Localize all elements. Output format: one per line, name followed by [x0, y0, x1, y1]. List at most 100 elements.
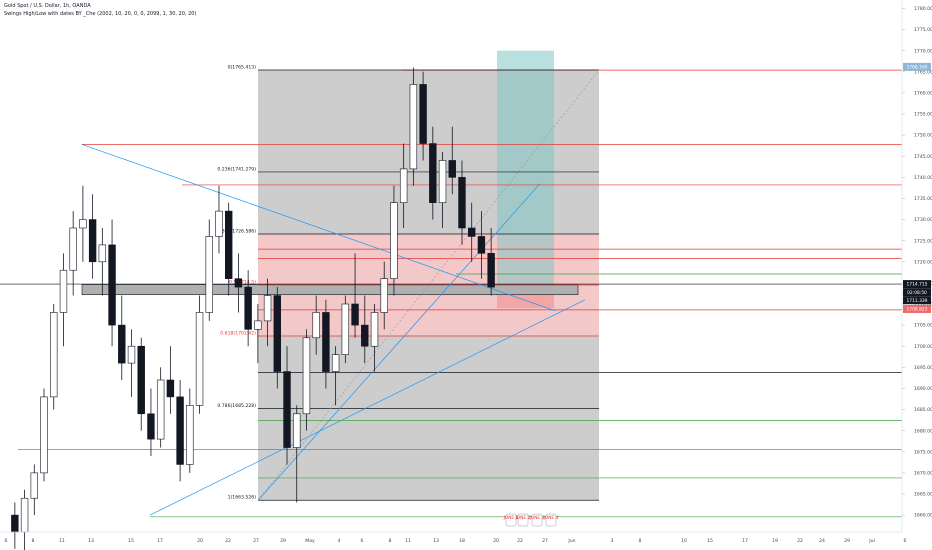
candle-body: [390, 202, 398, 279]
price-tick-label: 1700.000: [914, 344, 932, 350]
time-tick-label: 6: [5, 538, 8, 544]
time-tick-label: 11: [405, 538, 411, 544]
calendar-event-label: JUNE 3: [529, 515, 545, 521]
time-axis: 6 8 11 13 15 17 20 22 27 29 May 4 6 8 11 13 18 20 22 27 Jun 3…: [0, 531, 907, 544]
price-tick-label: 1680.000: [914, 428, 932, 434]
time-tick-label: 19: [772, 538, 778, 544]
time-tick-label: 17: [742, 538, 748, 544]
fib-level-label: 1(1663.526): [228, 495, 257, 501]
time-tick-label: 13: [88, 538, 94, 544]
candle-body: [477, 236, 486, 254]
candle-body: [458, 177, 466, 229]
candle-body: [438, 160, 447, 203]
time-tick-label: 3: [611, 538, 614, 544]
time-tick-label: May: [305, 538, 315, 544]
candle-body: [448, 160, 456, 178]
candle-body: [331, 354, 340, 372]
candle-body: [409, 84, 418, 170]
candle-body: [156, 379, 165, 440]
time-tick-label: 17: [157, 538, 163, 544]
price-tick-label: 1750.000: [914, 133, 932, 139]
time-tick-label: 27: [253, 538, 259, 544]
candle-body: [234, 278, 243, 288]
price-tag-bg: [903, 288, 931, 297]
price-tick-label: 1775.000: [914, 27, 932, 33]
candle-body: [186, 405, 194, 465]
price-tick-label: 1730.000: [914, 217, 932, 223]
price-tick-label: 1760.000: [914, 90, 932, 96]
candle-body: [370, 312, 379, 347]
candle-body: [50, 312, 58, 398]
candle-body: [244, 286, 252, 330]
candle-body: [361, 324, 369, 347]
trend-lines: [81, 144, 586, 516]
time-tick-label: 6: [361, 538, 364, 544]
candle-body: [79, 219, 87, 229]
long-position-profit-zone: [497, 50, 554, 285]
fib-level-label: 0.618(1702.42): [220, 331, 256, 337]
candles: [11, 67, 495, 550]
time-tick-label: 11: [59, 538, 65, 544]
candle-body: [147, 413, 155, 440]
time-tick-label: 4: [338, 538, 341, 544]
price-tick-label: 1780.000: [914, 6, 932, 12]
time-tick-label: 29: [280, 538, 286, 544]
price-tag-label: 1766.160: [907, 64, 928, 70]
candle-body: [205, 236, 213, 313]
price-tag-label: 1708.823: [907, 307, 928, 313]
calendar-event-icon: [531, 513, 543, 527]
price-tick-label: 1755.000: [914, 112, 932, 118]
time-tick-label: 20: [197, 538, 203, 544]
candle-body: [69, 227, 77, 271]
price-tags: 1766.160 1714.715 02:08:50 1711.339 1708.823: [903, 62, 931, 313]
price-tick-label: 1675.000: [914, 449, 932, 455]
fib-level-label: 0(1765.413): [228, 65, 257, 71]
price-tick-label: 1660.000: [914, 513, 932, 519]
candle-body: [254, 320, 262, 330]
trend-line: [257, 183, 541, 501]
price-tag-bg: [903, 304, 931, 313]
price-tick-label: 1735.000: [914, 196, 932, 202]
calendar-event-icon: [517, 513, 529, 527]
trend-line: [149, 299, 586, 516]
candle-body: [98, 244, 107, 263]
candle-body: [20, 497, 29, 533]
price-tick-label: 1670.000: [914, 470, 932, 476]
candle-body: [322, 312, 330, 372]
indicator-title: Swings High/Low with dates BY _Che (2002…: [4, 11, 197, 17]
time-tick-label: 22: [797, 538, 803, 544]
price-tag-bg: [903, 62, 931, 71]
price-tick-label: 1770.000: [914, 48, 932, 54]
time-tick-label: 8: [32, 538, 35, 544]
trend-line: [81, 144, 556, 312]
price-tick-label: 1725.000: [914, 238, 932, 244]
price-tag-label: 1714.715: [907, 282, 928, 288]
time-tick-label: 27: [542, 538, 548, 544]
time-tick-label: 20: [493, 538, 499, 544]
candle-body: [118, 324, 126, 364]
candle-body: [467, 227, 476, 237]
candle-body: [137, 345, 145, 415]
time-tick-label: 10: [681, 538, 687, 544]
time-tick-label: 15: [707, 538, 713, 544]
candle-body: [176, 396, 184, 465]
time-tick-label: Jun: [567, 538, 575, 544]
consolidation-box: [81, 284, 579, 296]
price-tag-bg: [903, 296, 931, 305]
candle-body: [108, 244, 116, 326]
candle-body: [312, 312, 320, 339]
price-axis: 1660.000 1665.000 1670.000 1675.000 1680.000…: [901, 0, 932, 532]
price-tick-label: 1765.000: [914, 69, 932, 75]
price-tick-label: 1685.000: [914, 407, 932, 413]
candle-body: [419, 84, 427, 144]
time-tick-label: 8: [639, 538, 642, 544]
candle-body: [351, 303, 359, 326]
candle-body: [283, 371, 291, 448]
candle-body: [341, 303, 350, 355]
time-tick-label: 22: [517, 538, 523, 544]
calendar-event-label: JUNE 4: [543, 515, 559, 521]
price-tag-label: 1711.339: [907, 298, 928, 304]
fib-level-label: 0.382(1726.586): [217, 228, 256, 234]
